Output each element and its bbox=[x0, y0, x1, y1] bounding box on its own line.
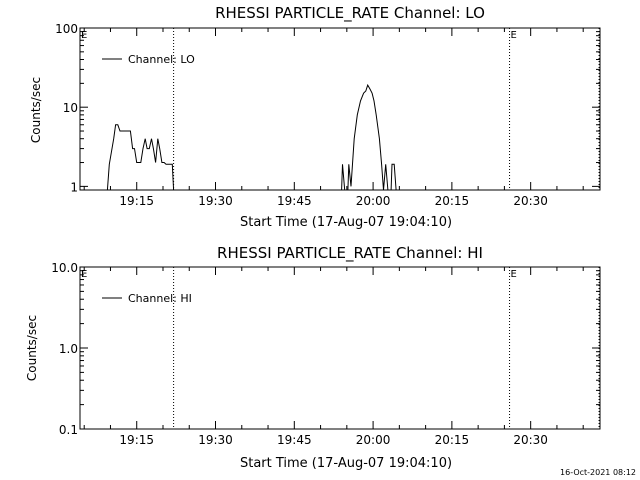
y-tick-label: 10.0 bbox=[51, 261, 78, 275]
x-tick-label: 19:30 bbox=[198, 433, 233, 447]
axis-ticks: 19:15 19:30 19:45 20:00 20:15 20:30 1 10 100 bbox=[55, 22, 600, 208]
x-axis-label: Start Time (17-Aug-07 19:04:10) bbox=[240, 456, 452, 471]
y-axis-label: Counts/sec bbox=[29, 77, 43, 143]
x-tick-label: 19:15 bbox=[119, 194, 154, 208]
event-marker-label: E bbox=[81, 30, 87, 41]
x-tick-label: 19:30 bbox=[198, 194, 233, 208]
x-tick-label: 20:00 bbox=[356, 433, 391, 447]
x-axis-label: Start Time (17-Aug-07 19:04:10) bbox=[240, 215, 452, 230]
axis-ticks: 19:15 19:30 19:45 20:00 20:15 20:30 0.1 1.0 10.0 bbox=[51, 261, 600, 447]
x-tick-label: 19:15 bbox=[119, 433, 154, 447]
x-tick-label: 20:15 bbox=[435, 433, 470, 447]
footer-timestamp: 16-Oct-2021 08:12 bbox=[560, 468, 636, 477]
panel-lo: RHESSI PARTICLE_RATE Channel: LO Counts/… bbox=[29, 4, 601, 230]
y-axis-label: Counts/sec bbox=[25, 315, 39, 381]
y-tick-label: 1.0 bbox=[59, 342, 78, 356]
y-tick-label: 10 bbox=[63, 101, 78, 115]
x-tick-label: 20:30 bbox=[513, 194, 548, 208]
y-tick-label: 0.1 bbox=[59, 423, 78, 437]
chart-title: RHESSI PARTICLE_RATE Channel: HI bbox=[217, 244, 483, 263]
plot-frame bbox=[79, 27, 601, 191]
legend-label: Channel: HI bbox=[128, 292, 192, 305]
x-tick-label: 19:45 bbox=[277, 194, 312, 208]
y-tick-label: 1 bbox=[70, 180, 78, 194]
legend: Channel: LO bbox=[102, 53, 195, 66]
chart-title: RHESSI PARTICLE_RATE Channel: LO bbox=[215, 4, 485, 23]
x-tick-label: 20:00 bbox=[356, 194, 391, 208]
x-tick-label: 19:45 bbox=[277, 433, 312, 447]
x-tick-label: 20:15 bbox=[435, 194, 470, 208]
x-tick-label: 20:30 bbox=[513, 433, 548, 447]
panel-hi: RHESSI PARTICLE_RATE Channel: HI Counts/… bbox=[25, 244, 601, 471]
legend: Channel: HI bbox=[102, 292, 192, 305]
y-tick-label: 100 bbox=[55, 22, 78, 36]
event-marker-label: E bbox=[511, 30, 517, 41]
event-marker-label: E bbox=[81, 269, 87, 280]
legend-label: Channel: LO bbox=[128, 53, 195, 66]
event-marker-label: E bbox=[511, 269, 517, 280]
